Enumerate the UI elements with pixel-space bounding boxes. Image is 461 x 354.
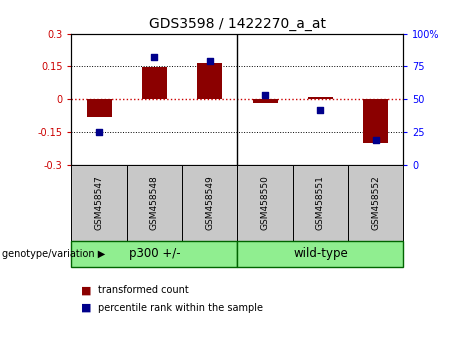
Text: GSM458551: GSM458551 [316,175,325,230]
Text: ■: ■ [81,285,91,295]
Text: wild-type: wild-type [293,247,348,261]
Text: GSM458549: GSM458549 [205,175,214,230]
Bar [197,63,222,99]
Bar [87,99,112,116]
Point [95,129,103,135]
Text: transformed count: transformed count [98,285,189,295]
Title: GDS3598 / 1422270_a_at: GDS3598 / 1422270_a_at [149,17,326,31]
Text: percentile rank within the sample: percentile rank within the sample [98,303,263,313]
Bar [142,68,167,99]
Point [261,92,269,98]
Bar [308,97,333,99]
Text: ■: ■ [81,303,91,313]
Text: GSM458547: GSM458547 [95,175,104,230]
Text: GSM458552: GSM458552 [371,175,380,230]
Bar [253,99,278,103]
Text: GSM458548: GSM458548 [150,175,159,230]
Point [206,58,213,64]
Text: genotype/variation ▶: genotype/variation ▶ [2,249,106,259]
Point [317,107,324,113]
Bar [363,99,388,143]
Text: p300 +/-: p300 +/- [129,247,180,261]
Point [151,55,158,60]
Text: GSM458550: GSM458550 [260,175,270,230]
Point [372,137,379,143]
